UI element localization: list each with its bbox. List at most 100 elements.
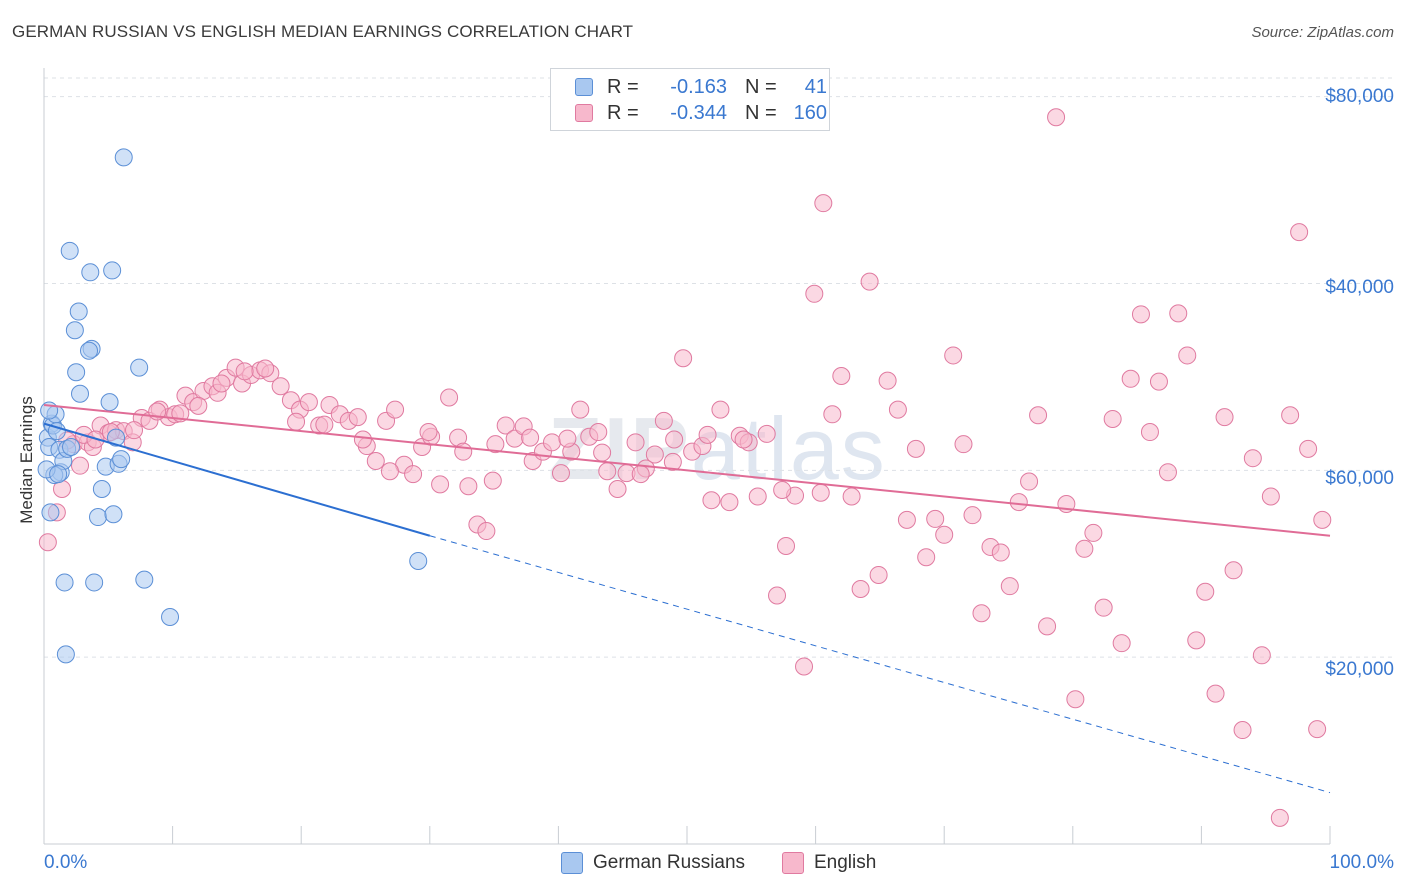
german-russians-point xyxy=(49,465,68,484)
german-russians-point xyxy=(135,570,154,589)
english-point xyxy=(608,480,627,499)
english-point xyxy=(299,393,318,412)
english-point xyxy=(1131,305,1150,324)
english-point xyxy=(440,388,459,407)
german-russians-point xyxy=(81,263,100,282)
german-russians-point xyxy=(104,505,123,524)
english-point xyxy=(256,359,275,378)
german-russians-point xyxy=(41,503,60,522)
german-russians-point xyxy=(71,384,90,403)
chart-title: GERMAN RUSSIAN VS ENGLISH MEDIAN EARNING… xyxy=(12,22,634,41)
english-point xyxy=(486,435,505,454)
english-point xyxy=(1149,372,1168,391)
english-point xyxy=(454,442,473,461)
german-russians-point xyxy=(112,450,131,469)
english-point xyxy=(477,522,496,541)
english-point xyxy=(1121,369,1140,388)
english-point xyxy=(860,272,879,291)
english-point xyxy=(551,464,570,483)
english-point xyxy=(1178,346,1197,365)
english-point xyxy=(1112,634,1131,653)
legend-swatch-blue xyxy=(575,78,593,96)
english-point xyxy=(1261,487,1280,506)
english-point xyxy=(1299,439,1318,458)
english-point xyxy=(711,400,730,419)
english-point xyxy=(348,408,367,427)
english-point xyxy=(496,416,515,435)
english-point xyxy=(757,424,776,443)
bottom-legend-english: English xyxy=(782,852,876,874)
english-point xyxy=(935,525,954,544)
german-russians-point xyxy=(69,302,88,321)
english-point xyxy=(571,400,590,419)
y-tick-label-40000: $60,000 xyxy=(1325,468,1394,489)
bottom-legend-label: German Russians xyxy=(593,852,746,873)
german-russians-point xyxy=(80,341,99,360)
english-point xyxy=(386,400,405,419)
legend-r-label: R = xyxy=(607,75,639,98)
english-point xyxy=(674,349,693,368)
english-point xyxy=(972,604,991,623)
source-label: Source: ZipAtlas.com xyxy=(1251,24,1394,41)
english-point xyxy=(1243,449,1262,468)
english-point xyxy=(720,493,739,512)
english-point xyxy=(1224,561,1243,580)
german-russians-point xyxy=(107,428,126,447)
legend-n-value: 160 xyxy=(793,101,827,124)
english-point xyxy=(805,284,824,303)
english-point xyxy=(1252,646,1271,665)
english-point xyxy=(1206,684,1225,703)
english-point xyxy=(542,433,561,452)
english-point xyxy=(1158,463,1177,482)
german-russians-trend-extension xyxy=(429,535,1331,794)
english-point xyxy=(189,396,208,415)
english-point xyxy=(1038,617,1057,636)
german-russians-point xyxy=(55,573,74,592)
english-point xyxy=(1140,423,1159,442)
english-point xyxy=(926,509,945,528)
english-point xyxy=(654,411,673,430)
english-point xyxy=(917,548,936,567)
english-point xyxy=(773,480,792,499)
english-point xyxy=(851,579,870,598)
english-point xyxy=(748,487,767,506)
english-point xyxy=(944,346,963,365)
english-point xyxy=(1047,108,1066,127)
english-point xyxy=(1094,598,1113,617)
legend-swatch-pink xyxy=(575,104,593,122)
german-russians-point xyxy=(60,241,79,260)
english-point xyxy=(404,465,423,484)
english-trend-line xyxy=(43,403,1331,537)
english-point xyxy=(366,452,385,470)
english-point xyxy=(212,374,231,393)
english-point xyxy=(593,443,612,462)
english-point xyxy=(558,429,577,448)
english-point xyxy=(665,430,684,449)
english-point xyxy=(598,462,617,481)
legend-n-value: 41 xyxy=(804,75,827,98)
y-axis-label: Median Earnings xyxy=(17,396,36,524)
english-point xyxy=(702,491,721,510)
english-point xyxy=(1270,808,1289,827)
english-point xyxy=(1084,523,1103,542)
english-point xyxy=(734,430,753,449)
english-point xyxy=(823,405,842,424)
bottom-legend-german-russians: German Russians xyxy=(561,852,745,874)
german-russians-point xyxy=(85,573,104,592)
german-russians-point xyxy=(100,393,119,412)
correlation-legend: R = -0.163 N = 41 R = -0.344 N = 160 xyxy=(550,68,830,131)
english-point xyxy=(1281,406,1300,425)
y-tick-label-60000: $40,000 xyxy=(1325,277,1394,298)
bottom-legend-swatch-pink xyxy=(782,852,804,874)
german-russians-point xyxy=(130,358,149,377)
english-point xyxy=(888,400,907,419)
english-point xyxy=(1308,720,1327,739)
legend-n-label: N = xyxy=(745,101,777,124)
legend-r-value: -0.344 xyxy=(670,101,727,124)
english-point xyxy=(1187,631,1206,650)
english-point xyxy=(814,194,833,213)
english-point xyxy=(315,415,334,434)
english-point xyxy=(589,423,608,442)
english-point xyxy=(1020,472,1039,491)
